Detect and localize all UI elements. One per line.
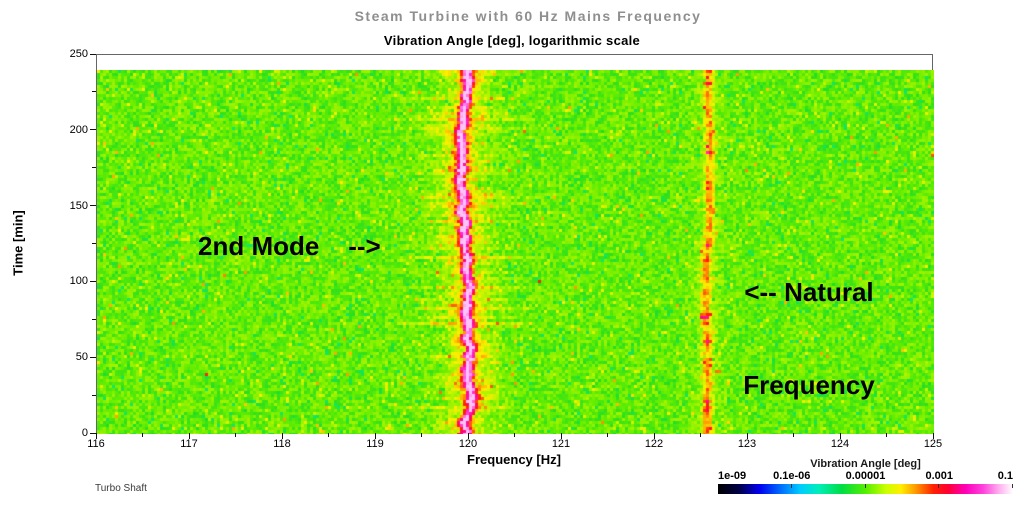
chart-title: Steam Turbine with 60 Hz Mains Frequency: [354, 8, 702, 24]
y-major-tick: [90, 53, 96, 55]
y-major-tick: [90, 356, 96, 358]
x-minor-tick: [235, 433, 236, 437]
y-minor-tick: [92, 318, 96, 320]
colorbar-tick-label: 0.1: [997, 470, 1013, 482]
x-tick-label: 121: [551, 438, 571, 450]
x-minor-tick: [142, 433, 143, 437]
x-tick-label: 120: [458, 438, 478, 450]
x-minor-tick: [514, 433, 515, 437]
y-major-tick: [90, 205, 96, 207]
x-major-tick: [467, 433, 469, 439]
x-minor-tick: [421, 433, 422, 437]
y-major-tick: [90, 432, 96, 434]
spectrogram-heatmap: [97, 70, 934, 434]
colorbar-tick: [864, 484, 866, 488]
y-major-tick: [90, 280, 96, 282]
x-axis-label: Frequency [Hz]: [467, 452, 561, 467]
y-minor-tick: [92, 91, 96, 93]
x-tick-label: 125: [923, 438, 943, 450]
x-minor-tick: [607, 433, 608, 437]
colorbar-tick-label: 0.1e-06: [773, 470, 811, 482]
annotation-natural-line1: <-- Natural: [744, 277, 874, 307]
x-tick-label: 122: [644, 438, 664, 450]
y-axis-label: Time [min]: [10, 210, 26, 276]
chart-subtitle: Vibration Angle [deg], logarithmic scale: [383, 33, 641, 48]
x-tick-label: 116: [87, 438, 105, 450]
x-tick-label: 119: [366, 438, 384, 450]
x-tick-label: 124: [830, 438, 850, 450]
x-minor-tick: [700, 433, 701, 437]
footer-caption: Turbo Shaft: [95, 483, 147, 494]
y-minor-tick: [92, 167, 96, 169]
x-major-tick: [374, 433, 376, 439]
y-tick-label: 100: [69, 275, 88, 288]
x-tick-label: 118: [273, 438, 291, 450]
x-major-tick: [560, 433, 562, 439]
colorbar: Vibration Angle [deg] 1e-09 0.1e-06 0.0000…: [718, 458, 1013, 494]
x-major-tick: [839, 433, 841, 439]
x-minor-tick: [793, 433, 794, 437]
x-major-tick: [281, 433, 283, 439]
annotation-2nd-mode: 2nd Mode -->: [198, 231, 381, 261]
colorbar-tick-label: 0.00001: [845, 470, 886, 482]
x-major-tick: [746, 433, 748, 439]
y-minor-tick: [92, 394, 96, 396]
y-tick-label: 250: [69, 48, 88, 60]
annotation-natural-line2: Frequency: [743, 370, 875, 400]
colorbar-gradient: [718, 484, 1013, 494]
colorbar-tick-labels: 1e-09 0.1e-06 0.00001 0.001 0.1: [718, 470, 1013, 484]
y-tick-label: 200: [69, 123, 88, 136]
x-major-tick: [95, 433, 97, 439]
y-tick-label: 50: [75, 351, 88, 364]
colorbar-tick: [1012, 484, 1013, 488]
x-major-tick: [188, 433, 190, 439]
y-tick-label: 150: [69, 199, 88, 212]
colorbar-tick: [790, 484, 792, 488]
y-major-tick: [90, 129, 96, 131]
colorbar-title: Vibration Angle [deg]: [810, 458, 921, 470]
y-tick-label: 0: [81, 427, 88, 439]
colorbar-tick: [938, 484, 940, 488]
x-tick-label: 117: [180, 438, 198, 450]
x-minor-tick: [886, 433, 887, 437]
x-major-tick: [932, 433, 934, 439]
x-tick-label: 123: [737, 438, 757, 450]
x-major-tick: [653, 433, 655, 439]
y-minor-tick: [92, 243, 96, 244]
colorbar-tick-label: 1e-09: [718, 470, 747, 482]
plot-area: 2nd Mode --> <-- Natural Frequency: [96, 54, 934, 434]
x-minor-tick: [328, 433, 329, 437]
annotation-natural-frequency: <-- Natural Frequency: [719, 215, 899, 463]
colorbar-tick-label: 0.001: [925, 470, 954, 482]
